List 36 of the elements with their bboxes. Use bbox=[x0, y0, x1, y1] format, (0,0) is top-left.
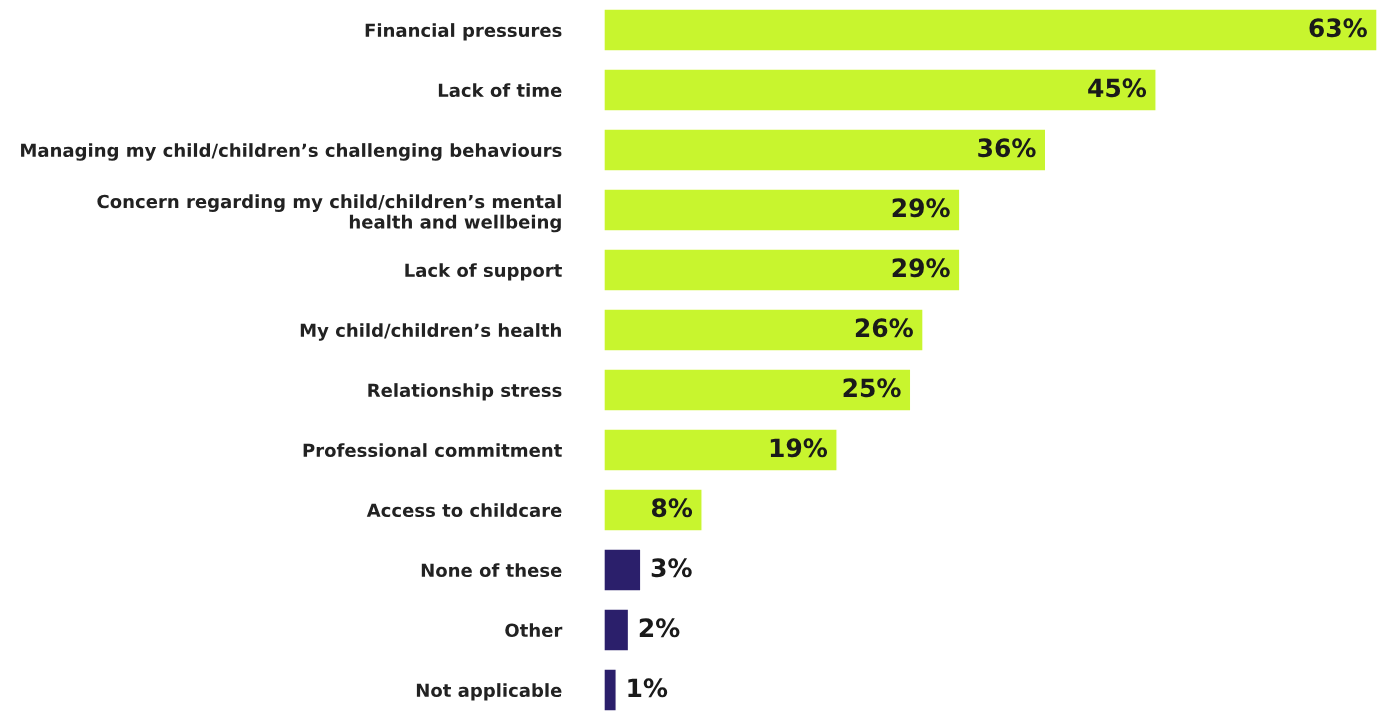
data-label: 3% bbox=[651, 558, 692, 578]
y-tick-label: Lack of time bbox=[438, 83, 562, 98]
data-label: 26% bbox=[855, 318, 913, 338]
bar bbox=[604, 668, 617, 712]
data-label: 8% bbox=[651, 498, 693, 518]
y-tick-label: My child/children’s health bbox=[300, 323, 561, 341]
y-tick-label: Professional commitment bbox=[303, 443, 562, 458]
bar bbox=[604, 308, 924, 352]
data-label: 2% bbox=[639, 618, 680, 638]
bar bbox=[604, 188, 961, 232]
data-label: 29% bbox=[892, 198, 950, 218]
y-tick-label: Relationship stress bbox=[368, 383, 562, 401]
bar bbox=[604, 128, 1047, 172]
y-tick-label: Access to childcare bbox=[366, 503, 562, 518]
y-tick-label: Financial pressures bbox=[365, 23, 562, 41]
y-tick-label: Other bbox=[505, 623, 563, 638]
y-tick-label: Managing my child/children’s challenging behaviours bbox=[21, 143, 562, 161]
bar bbox=[604, 368, 912, 412]
y-tick-label: Not applicable bbox=[416, 683, 562, 701]
data-label: 36% bbox=[978, 138, 1036, 158]
data-label: 1% bbox=[628, 678, 668, 698]
data-label: 19% bbox=[770, 438, 828, 458]
y-tick-label: Concern regarding my child/children’s mental health and wellbeing bbox=[97, 194, 561, 233]
y-tick-label: Lack of support bbox=[405, 263, 562, 281]
bar bbox=[604, 608, 630, 652]
data-label: 63% bbox=[1309, 18, 1367, 38]
bar bbox=[604, 248, 961, 292]
data-label: 29% bbox=[892, 258, 950, 278]
bar bbox=[604, 548, 642, 592]
data-label: 45% bbox=[1088, 78, 1147, 98]
y-tick-label: None of these bbox=[421, 563, 562, 578]
bar bbox=[604, 8, 1377, 52]
bar bbox=[604, 488, 703, 532]
bar bbox=[604, 428, 838, 472]
data-label: 25% bbox=[843, 378, 901, 398]
bar bbox=[604, 68, 1157, 112]
